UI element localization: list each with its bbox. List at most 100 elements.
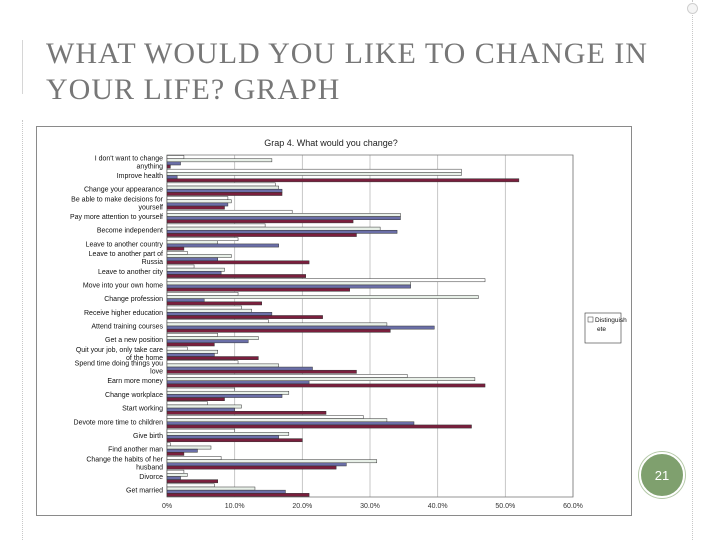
bar [166,469,185,474]
category-label: Change profession [104,296,163,303]
slide-title: WHAT WOULD YOU LIKE TO CHANGE IN YOUR LI… [46,37,648,106]
bar [166,281,411,286]
bar [166,353,215,357]
bar-chart: Grap 4. What would you change? 0% 10.0% 20.… [70,138,627,510]
bar [166,465,337,470]
bar [166,274,306,278]
border-dot-icon [687,3,698,14]
bar [166,421,415,426]
bar [166,243,279,248]
bar [166,312,273,316]
bar [166,292,239,296]
bar [166,452,185,456]
bar [166,264,195,269]
right-dotted-border [692,0,694,540]
bar [166,333,218,337]
bar [166,172,462,176]
bar [166,278,486,283]
bar [166,246,185,251]
category-label: Find another man [108,447,163,454]
x-tick-label: 30.0% [360,503,380,510]
bar [166,315,323,319]
x-tick-label: 0% [162,503,172,510]
bar [166,428,235,433]
bar [166,401,208,406]
category-label: Improve health [117,173,163,180]
category-label: Divorce [139,474,163,481]
category-label: Leave to another part of Russia [89,251,163,266]
legend-swatch [587,316,594,323]
bar [166,251,188,255]
x-tick-label: 40.0% [428,503,448,510]
bar [166,383,486,388]
bar [166,287,350,292]
left-dotted-border [22,120,24,540]
bar [166,213,401,217]
bar [166,462,347,467]
bar [166,158,273,163]
category-label: Get married [126,488,163,495]
bar [166,223,266,228]
category-label: Receive higher education [84,310,163,317]
bar [166,459,378,464]
bar [166,319,269,324]
bar [166,284,411,289]
bar [166,493,310,497]
bar [166,394,283,398]
bar [166,438,303,443]
bar [166,168,462,173]
bar [166,489,286,494]
bar [166,322,388,327]
bar [166,415,364,419]
bar [166,161,181,166]
page-number-badge: 21 [639,452,685,498]
bar [166,267,225,272]
bar [166,254,232,258]
bar [166,188,283,193]
bar [166,349,218,354]
category-label: Attend training courses [91,324,163,331]
bar [166,301,262,306]
bar [166,479,218,484]
x-tick-label: 50.0% [495,503,515,510]
x-tick-label: 10.0% [225,503,245,510]
bar [166,271,222,275]
bar [166,418,388,423]
bar [166,237,239,242]
bar [166,295,479,299]
bar [166,346,188,351]
x-tick-label: 20.0% [292,503,312,510]
bar [166,178,520,183]
bar [166,366,313,371]
category-label: Leave to another country [86,241,164,248]
bar [166,432,290,436]
bar [166,229,398,234]
bar [166,216,401,220]
category-label: Quit your job, only take care of the home [76,347,163,362]
bar [166,192,283,196]
bar [166,407,235,412]
bar [166,164,171,169]
bar [166,435,279,439]
bar [166,205,225,210]
bar [166,363,279,368]
category-label: Earn more money [107,378,163,385]
chart-frame: Grap 4. What would you change? 0% 10.0% 20.… [36,126,632,516]
bar [166,196,229,200]
bar [166,202,229,207]
bar [166,377,476,381]
bar [166,240,218,245]
bar [166,424,472,429]
bar [166,476,181,480]
bar [166,483,215,488]
category-label: Spend time doing things you love [75,361,163,376]
bar [166,369,357,374]
bar [166,182,276,187]
legend-label: Distinguish ete [595,317,627,333]
bar [166,185,279,190]
category-label: Be able to make decisions for yourself [71,196,163,211]
bar [166,339,249,344]
bar [166,260,310,265]
category-label: Give birth [133,433,163,440]
bar [166,411,327,415]
